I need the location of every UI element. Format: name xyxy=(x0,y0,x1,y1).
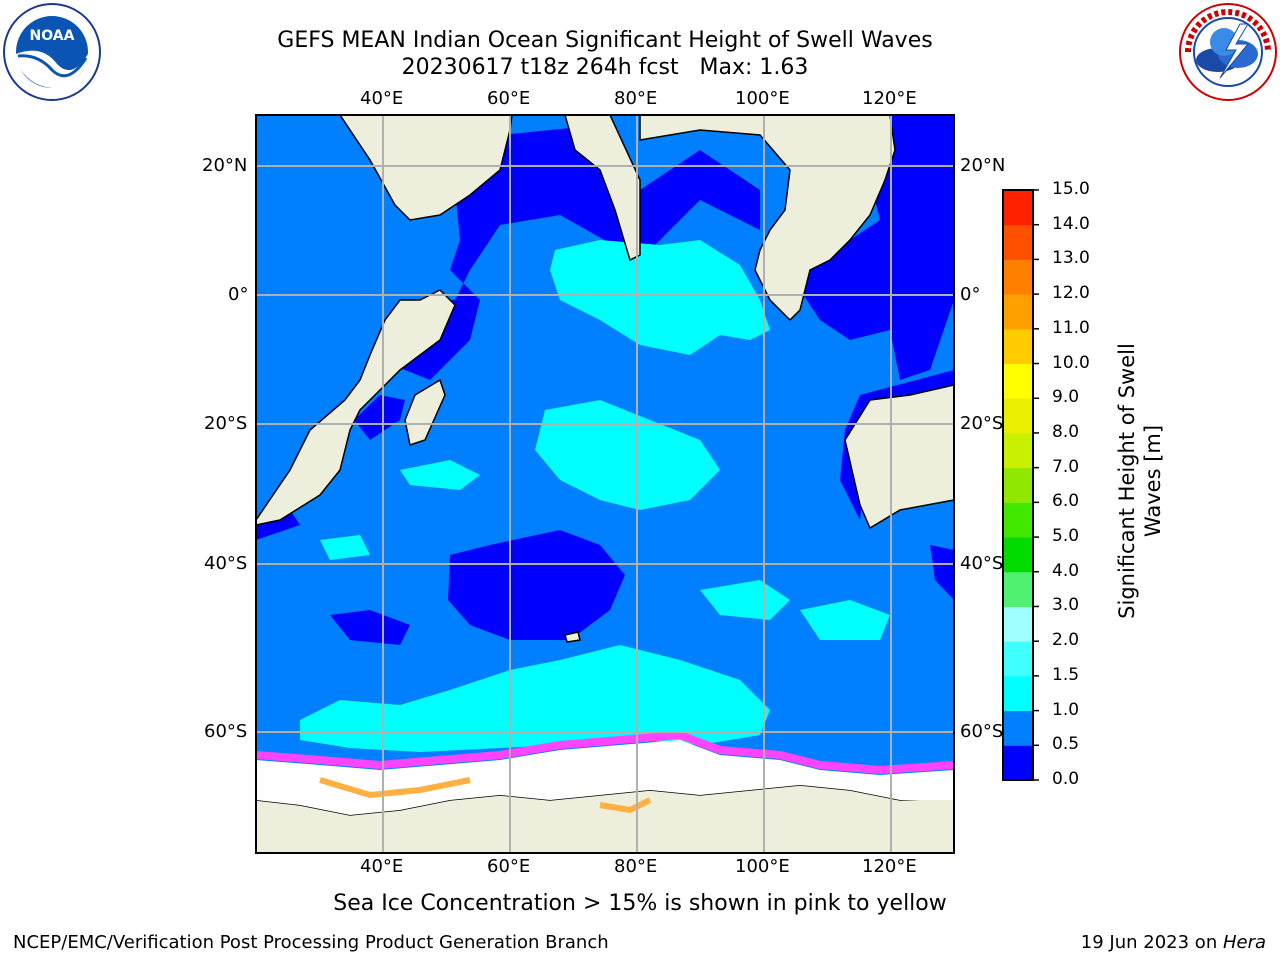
colorbar-tick-label: 7.0 xyxy=(1052,456,1080,477)
colorbar-label-line1: Significant Height of Swell xyxy=(1115,343,1139,619)
lat-label-left-0: 0° xyxy=(228,284,249,305)
colorbar-tick-label: 10.0 xyxy=(1052,352,1090,373)
lat-label-right-0: 0° xyxy=(960,284,981,305)
lon-label-top-100e: 100°E xyxy=(735,88,790,109)
colorbar-segment-0.0 xyxy=(1003,745,1033,781)
lon-label-bottom-100e: 100°E xyxy=(735,856,790,877)
lon-label-bottom-40e: 40°E xyxy=(360,856,404,877)
lat-label-right-20n: 20°N xyxy=(960,155,1006,176)
colorbar-tick-label: 3.0 xyxy=(1052,595,1080,616)
colorbar-segment-14.0 xyxy=(1003,190,1033,226)
colorbar-tick-label: 15.0 xyxy=(1052,179,1090,199)
lon-label-bottom-60e: 60°E xyxy=(487,856,531,877)
colorbar-segment-1.0 xyxy=(1003,675,1033,712)
colorbar-frame xyxy=(1002,189,1034,781)
colorbar-tick-label: 9.0 xyxy=(1052,387,1080,408)
noaa-logo: NOAA xyxy=(2,2,102,102)
colorbar-segment-2.0 xyxy=(1003,606,1033,642)
colorbar-tick-label: 8.0 xyxy=(1052,421,1080,442)
colorbar-segment-8.0 xyxy=(1003,398,1033,434)
lat-label-left-60s: 60°S xyxy=(204,721,248,742)
lon-label-top-60e: 60°E xyxy=(487,88,531,109)
colorbar-segment-5.0 xyxy=(1003,502,1033,538)
sea-ice-caption: Sea Ice Concentration > 15% is shown in … xyxy=(333,891,947,916)
lon-label-bottom-120e: 120°E xyxy=(862,856,917,877)
footer-host: Hera xyxy=(1222,932,1266,953)
map-grid xyxy=(256,115,954,853)
colorbar-label-line2: Waves [m] xyxy=(1141,424,1165,538)
lat-label-right-60s: 60°S xyxy=(960,721,1004,742)
lon-label-top-40e: 40°E xyxy=(360,88,404,109)
lat-label-right-20s: 20°S xyxy=(960,413,1004,434)
lat-label-right-40s: 40°S xyxy=(960,553,1004,574)
colorbar-tick-label: 1.5 xyxy=(1052,664,1080,685)
footer-date: 19 Jun 2023 on Hera xyxy=(1081,932,1266,953)
colorbar-tick-label: 2.0 xyxy=(1052,630,1080,651)
footer-date-text: 19 Jun 2023 on xyxy=(1080,932,1223,953)
colorbar-segment-1.5 xyxy=(1003,641,1033,677)
lat-label-left-40s: 40°S xyxy=(204,553,248,574)
map-frame xyxy=(255,114,955,854)
footer-branch: NCEP/EMC/Verification Post Processing Pr… xyxy=(13,932,609,953)
colorbar-segment-0.5 xyxy=(1003,710,1033,746)
colorbar-tick-label: 14.0 xyxy=(1052,213,1090,234)
colorbar-segment-7.0 xyxy=(1003,432,1033,469)
colorbar-tick-label: 11.0 xyxy=(1052,317,1090,338)
colorbar-tick-label: 0.5 xyxy=(1052,734,1080,755)
colorbar-tick-label: 6.0 xyxy=(1052,491,1080,512)
colorbar-segment-3.0 xyxy=(1003,571,1033,607)
colorbar-tick-label: 1.0 xyxy=(1052,699,1080,720)
colorbar-tick-label: 5.0 xyxy=(1052,526,1080,547)
colorbar-segment-6.0 xyxy=(1003,467,1033,503)
colorbar-segment-13.0 xyxy=(1003,224,1033,260)
colorbar-tick-label: 13.0 xyxy=(1052,248,1090,269)
lat-label-left-20n: 20°N xyxy=(202,155,248,176)
chart-title-line1: GEFS MEAN Indian Ocean Significant Heigh… xyxy=(277,28,933,53)
colorbar xyxy=(1002,189,1039,781)
lon-label-top-120e: 120°E xyxy=(862,88,917,109)
colorbar-tick-label: 4.0 xyxy=(1052,560,1080,581)
colorbar-segment-10.0 xyxy=(1003,328,1033,365)
nws-logo xyxy=(1178,2,1278,102)
lon-label-bottom-80e: 80°E xyxy=(614,856,658,877)
colorbar-segment-11.0 xyxy=(1003,294,1033,330)
colorbar-segment-4.0 xyxy=(1003,537,1033,573)
colorbar-tick-label: 12.0 xyxy=(1052,283,1090,304)
lon-label-top-80e: 80°E xyxy=(614,88,658,109)
lat-label-left-20s: 20°S xyxy=(204,413,248,434)
colorbar-segment-12.0 xyxy=(1003,259,1033,295)
high-swell-areas xyxy=(300,240,890,752)
noaa-logo-text: NOAA xyxy=(30,28,75,44)
colorbar-segment-9.0 xyxy=(1003,363,1033,399)
colorbar-tick-label: 0.0 xyxy=(1052,769,1080,789)
sea-ice-band xyxy=(256,730,954,815)
chart-title-line2: 20230617 t18z 264h fcst Max: 1.63 xyxy=(401,55,809,80)
